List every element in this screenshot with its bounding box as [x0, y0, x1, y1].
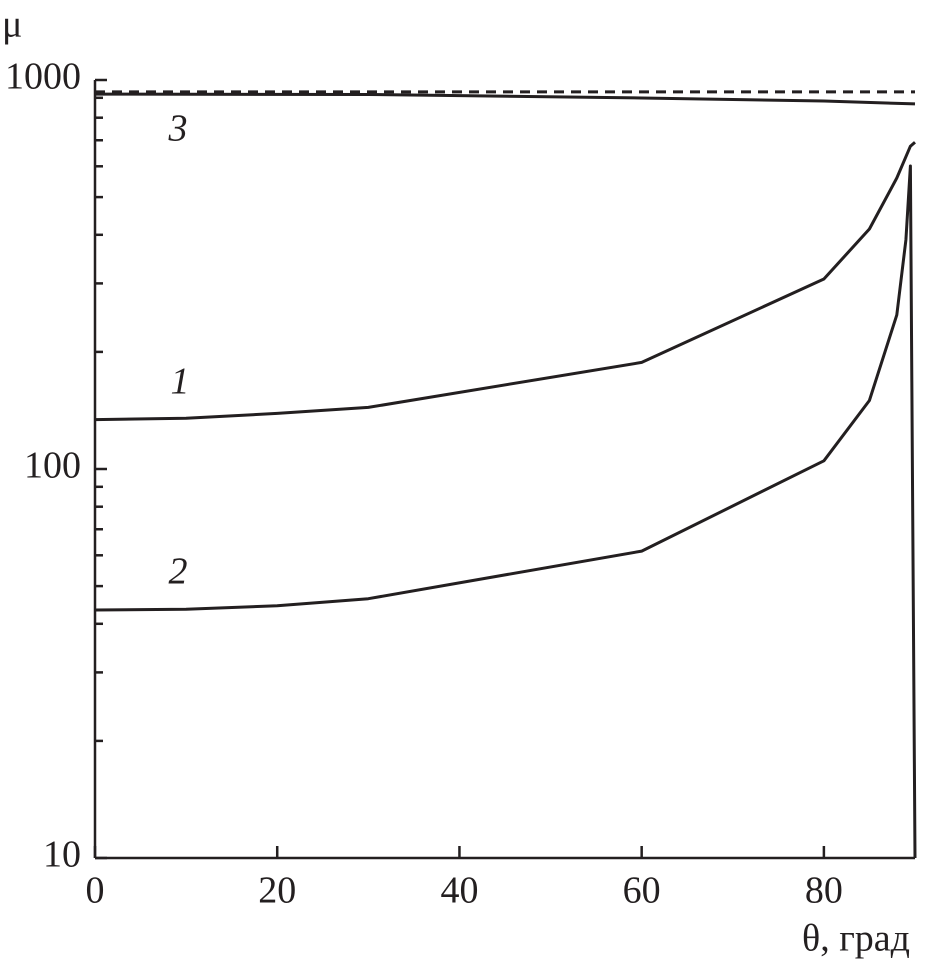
x-tick-label: 0 — [86, 870, 105, 912]
x-tick-label: 80 — [805, 870, 843, 912]
y-tick-label: 10 — [43, 834, 81, 876]
x-tick-label: 20 — [258, 870, 296, 912]
line — [94, 92, 916, 106]
x-axis-label: θ, град — [802, 918, 910, 960]
series-label: 1 — [171, 361, 190, 403]
y-axis-label: μ — [2, 4, 22, 46]
series-label: 2 — [169, 551, 188, 593]
x-tick-label: 60 — [623, 870, 661, 912]
y-tick-label: 100 — [24, 445, 81, 487]
y-tick-label: 1000 — [5, 56, 81, 98]
line — [94, 164, 917, 859]
x-tick-label: 40 — [440, 870, 478, 912]
series-label: 3 — [168, 108, 188, 150]
line — [94, 141, 916, 422]
